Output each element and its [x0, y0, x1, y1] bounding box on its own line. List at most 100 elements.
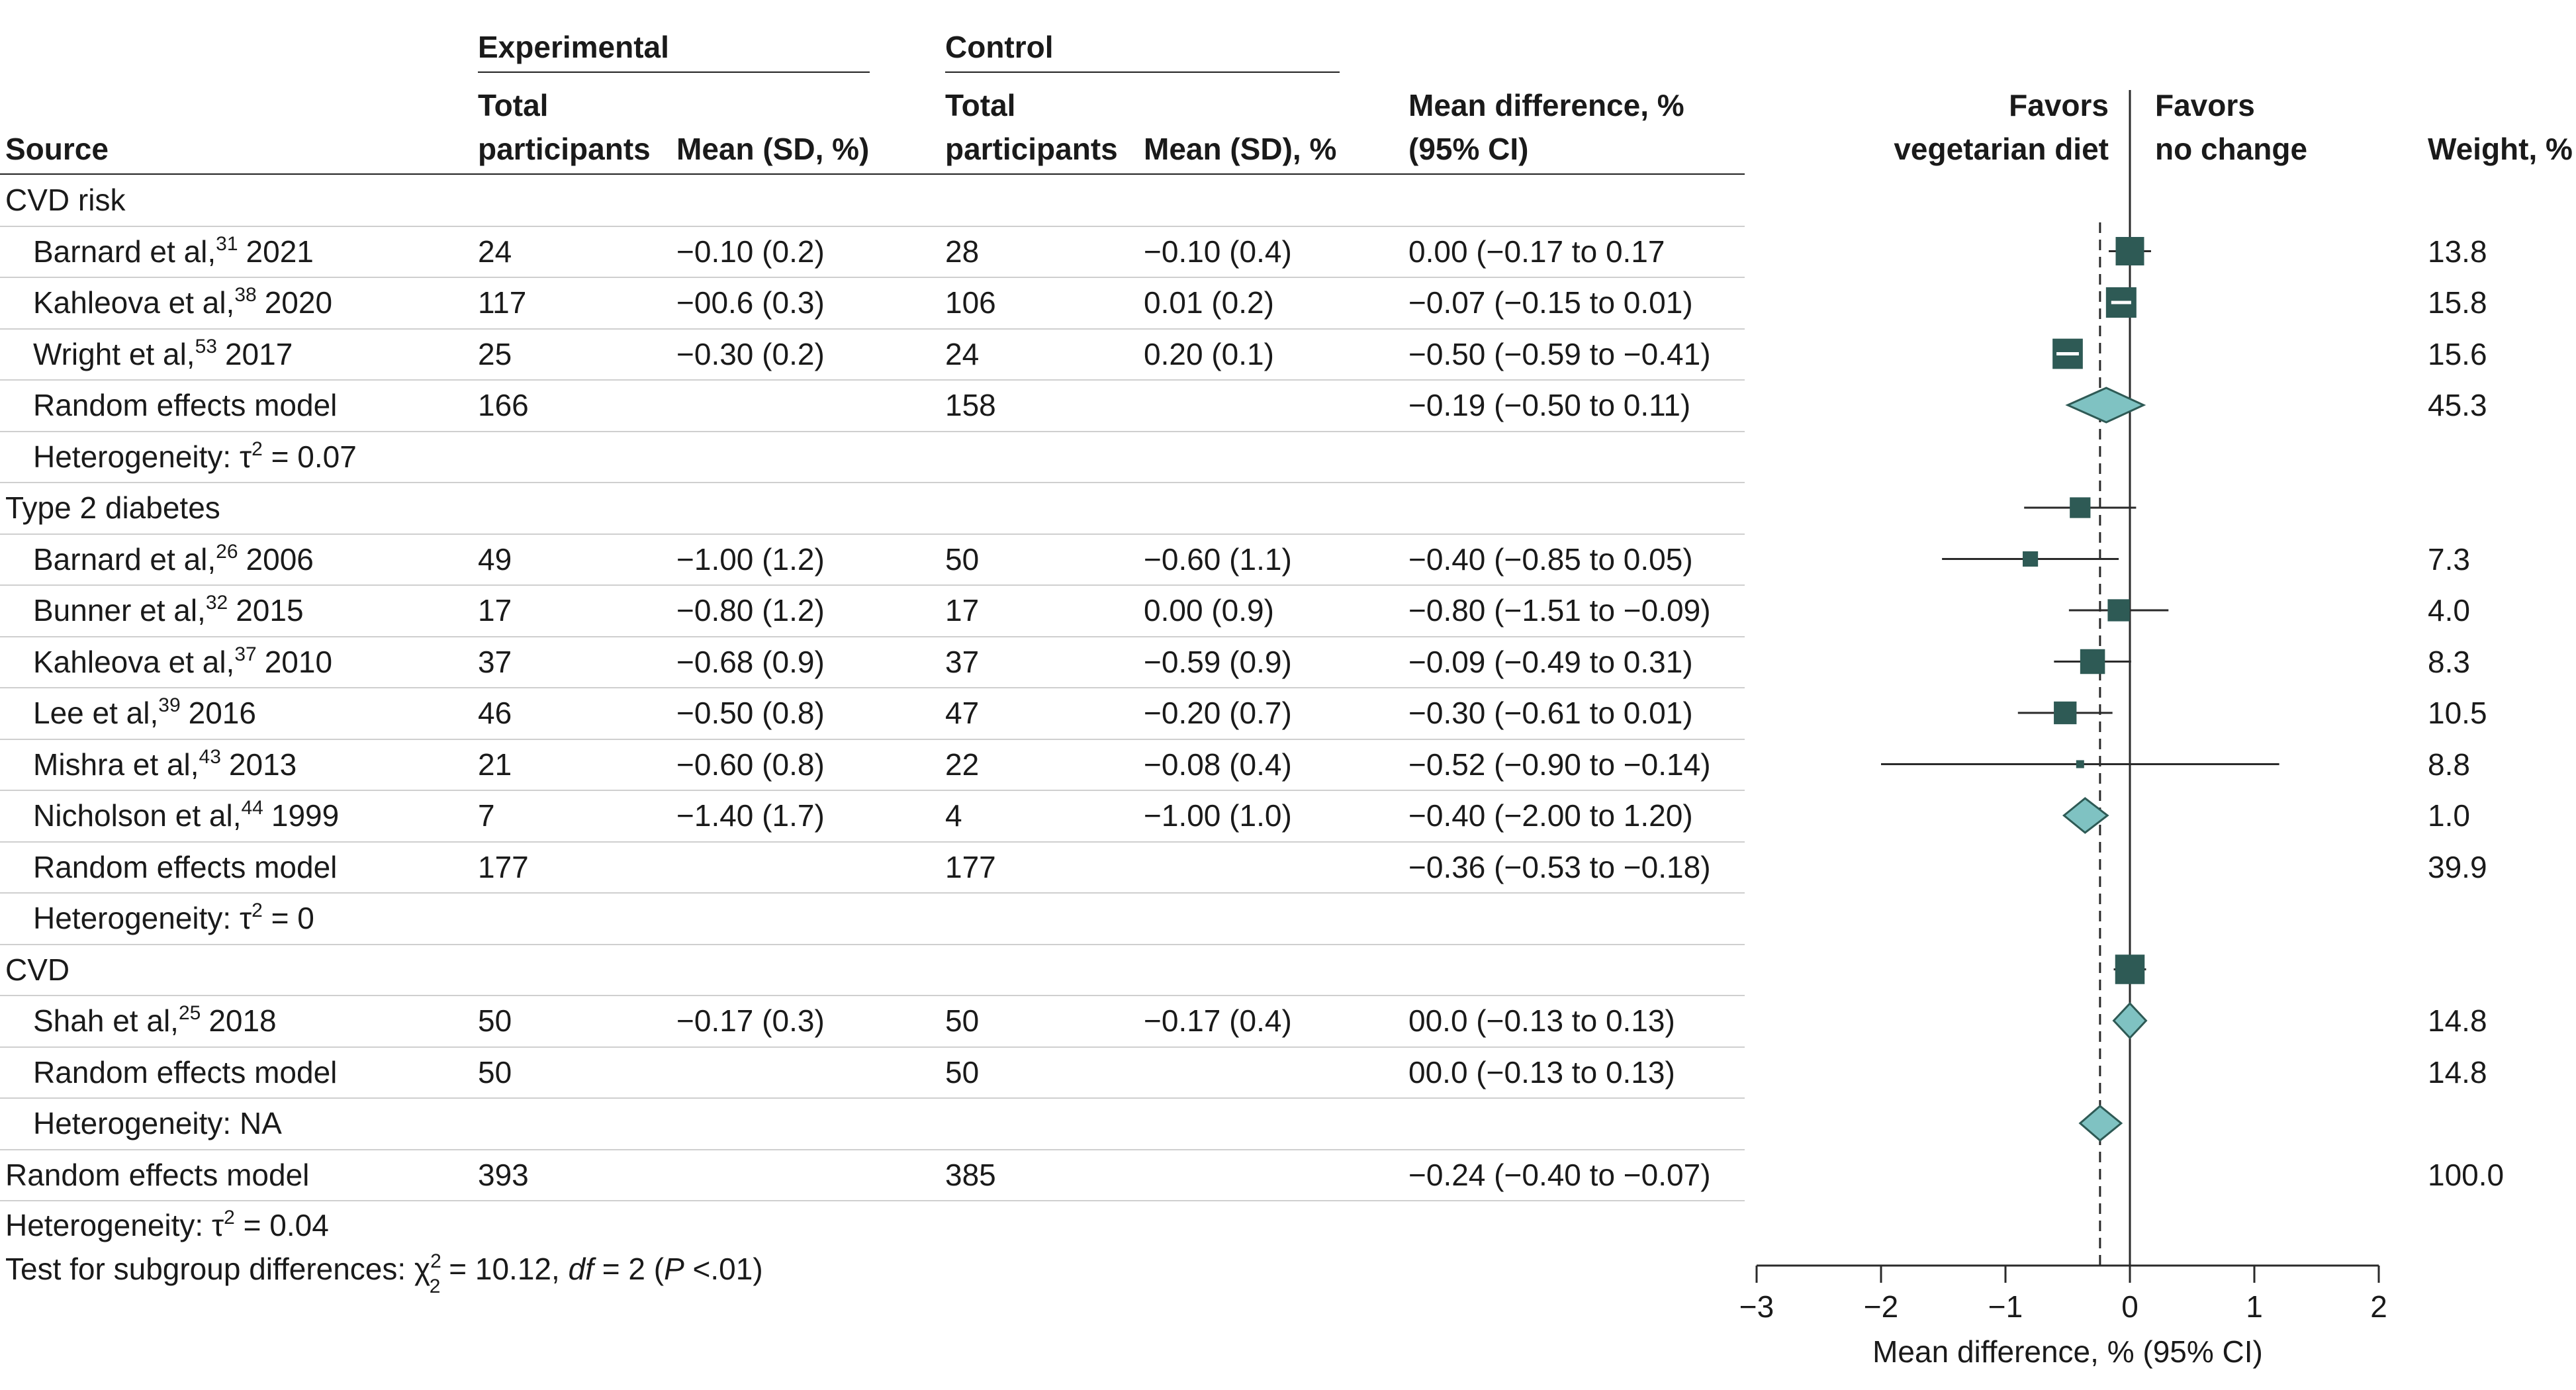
pooled-estimate-diamond [2112, 1001, 2148, 1040]
ctl-total-header-2: participants [945, 132, 1118, 166]
x-axis-tick-label: 0 [2121, 1289, 2139, 1324]
subgroup-test: Test for subgroup differences: χ22 = 10.… [5, 1250, 763, 1298]
study-author: Kahleova et al, [33, 285, 235, 320]
weight-value: 7.3 [2428, 541, 2470, 577]
exp-total: 166 [478, 388, 529, 422]
pooled-estimate-diamond [2065, 387, 2146, 424]
study-reference: 39 [158, 694, 181, 716]
weight-value: 45.3 [2428, 388, 2487, 422]
subgroup-heterogeneity: Heterogeneity: τ2 = 0.07 [33, 438, 357, 474]
header-bottom-rule [0, 173, 1745, 175]
ctl-total: 28 [945, 234, 980, 269]
weight-value: 4.0 [2428, 593, 2470, 627]
control-header: Control [945, 30, 1054, 64]
study-source: Barnard et al,31 2021 [33, 234, 314, 269]
ctl-mean: −1.00 (1.0) [1144, 798, 1292, 833]
subgroup-model-label: Random effects model [33, 849, 338, 884]
row-separator [0, 584, 1745, 586]
exp-mean: −0.10 (0.2) [676, 234, 825, 269]
study-source: Lee et al,39 2016 [33, 696, 256, 730]
study-year: 2017 [224, 336, 293, 371]
exp-total: 177 [478, 849, 529, 884]
mean-difference: −0.30 (−0.61 to 0.01) [1408, 696, 1693, 730]
favors-right-header-1: Favors [2155, 88, 2255, 122]
ctl-total: 50 [945, 541, 980, 577]
study-year: 2010 [264, 644, 333, 679]
study-author: Shah et al, [33, 1003, 179, 1038]
ctl-mean: 0.00 (0.9) [1144, 593, 1274, 627]
subgroup-model-label: Random effects model [33, 388, 338, 422]
study-source: Nicholson et al,44 1999 [33, 797, 339, 833]
mean-difference: −0.36 (−0.53 to −0.18) [1408, 849, 1711, 884]
experimental-header-rule [478, 71, 870, 73]
weight-value: 100.0 [2428, 1157, 2505, 1192]
row-separator [0, 1200, 1745, 1201]
study-year: 2021 [246, 234, 314, 269]
weight-value: 1.0 [2428, 798, 2470, 833]
heterogeneity-label: Heterogeneity: NA [33, 1106, 282, 1140]
study-point-estimate [2054, 701, 2077, 725]
ctl-total: 4 [945, 798, 962, 833]
exp-mean: −0.68 (0.9) [676, 644, 825, 679]
favors-left-header-1: Favors [2009, 88, 2109, 122]
exp-mean: −1.00 (1.2) [676, 541, 825, 577]
study-author: Barnard et al, [33, 234, 216, 269]
weight-value: 13.8 [2428, 234, 2487, 269]
group-label: CVD [5, 952, 70, 987]
study-year: 2020 [264, 285, 333, 320]
exp-mean: −0.30 (0.2) [676, 336, 825, 371]
study-source: Wright et al,53 2017 [33, 335, 293, 371]
mean-difference: −0.19 (−0.50 to 0.11) [1408, 388, 1691, 422]
exp-total: 21 [478, 747, 512, 782]
pooled-estimate-diamond [2062, 797, 2109, 834]
exp-total: 37 [478, 644, 512, 679]
study-source: Barnard et al,26 2006 [33, 541, 314, 575]
ctl-mean: 0.01 (0.2) [1144, 285, 1274, 320]
overall-model-label: Random effects model [5, 1157, 310, 1192]
x-axis-tick-label: 1 [2246, 1289, 2263, 1324]
ctl-total-header-1: Total [945, 88, 1016, 122]
x-axis-tick-label: 2 [2370, 1289, 2387, 1324]
mean-difference: −0.40 (−2.00 to 1.20) [1408, 798, 1693, 833]
row-separator [0, 482, 1745, 483]
study-reference: 43 [199, 745, 221, 768]
row-separator [0, 431, 1745, 432]
heterogeneity-value: = 0 [262, 901, 314, 935]
favors-right-header-2: no change [2155, 132, 2308, 166]
study-author: Nicholson et al, [33, 798, 242, 833]
control-header-rule [945, 71, 1340, 73]
ctl-total: 50 [945, 1054, 980, 1089]
ctl-total: 177 [945, 849, 996, 884]
mean-difference: −0.80 (−1.51 to −0.09) [1408, 593, 1711, 627]
group-label: Type 2 diabetes [5, 490, 220, 525]
subgroup-heterogeneity: Heterogeneity: τ2 = 0 [33, 901, 314, 935]
x-axis-tick-label: −1 [1988, 1289, 2023, 1324]
study-reference: 44 [241, 797, 263, 819]
exp-mean: −0.17 (0.3) [676, 1003, 825, 1038]
study-point-estimate [2107, 599, 2130, 622]
exp-mean: −0.50 (0.8) [676, 696, 825, 730]
study-reference: 53 [195, 335, 217, 357]
study-point-estimate [2070, 497, 2091, 518]
ctl-total: 17 [945, 593, 980, 627]
exp-total: 49 [478, 541, 512, 577]
row-separator [0, 995, 1745, 996]
exp-mean: −00.6 (0.3) [676, 285, 825, 320]
row-separator [0, 1149, 1745, 1150]
study-year: 2016 [188, 696, 256, 730]
exp-total: 25 [478, 336, 512, 371]
exp-mean: −1.40 (1.7) [676, 798, 825, 833]
heterogeneity-value: = 0.07 [262, 439, 357, 474]
mean-difference: −0.52 (−0.90 to −0.14) [1408, 747, 1711, 782]
weight-value: 14.8 [2428, 1054, 2487, 1089]
mean-difference: −0.07 (−0.15 to 0.01) [1408, 285, 1693, 320]
exp-total-header-1: Total [478, 88, 549, 122]
row-separator [0, 944, 1745, 945]
row-separator [0, 739, 1745, 740]
md-header-1: Mean difference, % [1408, 88, 1684, 122]
row-separator [0, 892, 1745, 894]
heterogeneity-exponent: 2 [252, 438, 263, 460]
ctl-mean: −0.59 (0.9) [1144, 644, 1292, 679]
md-header-2: (95% CI) [1408, 132, 1529, 166]
study-reference: 32 [205, 592, 228, 614]
